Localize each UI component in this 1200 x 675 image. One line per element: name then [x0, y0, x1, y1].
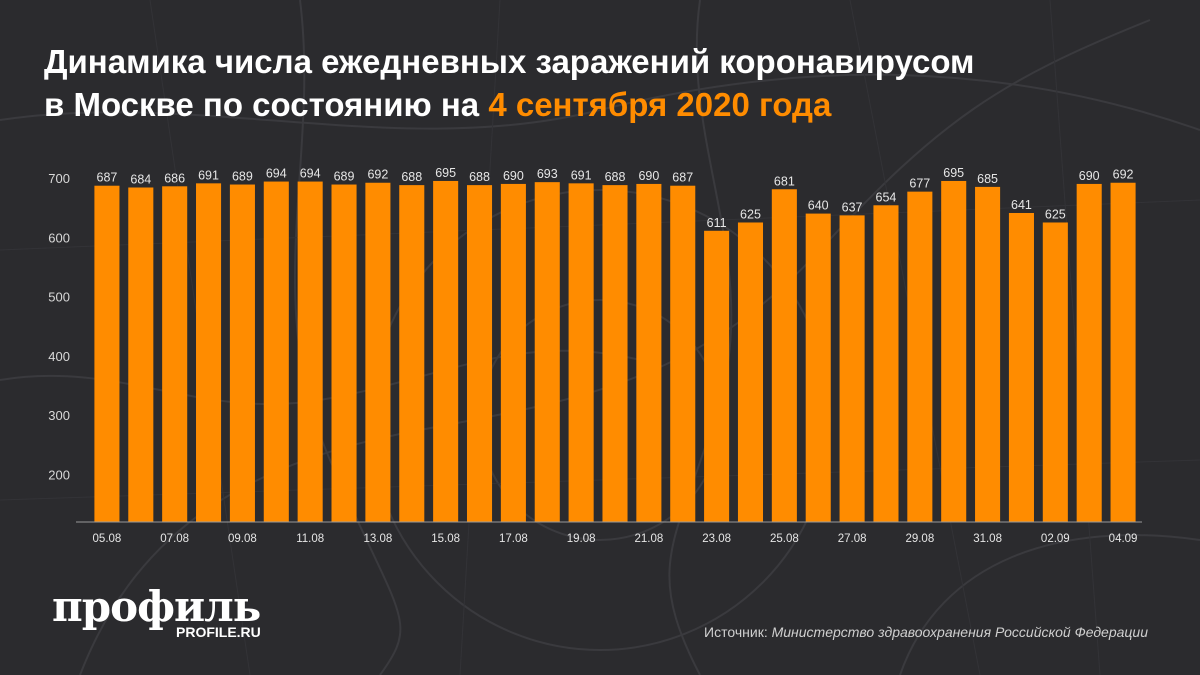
data-label-16.08: 688 [469, 170, 490, 184]
bar-02.09 [1042, 222, 1068, 522]
bar-08.08 [196, 183, 222, 522]
bar-25.08 [771, 189, 797, 522]
y-tick-label: 700 [48, 171, 70, 186]
data-label-28.08: 654 [876, 190, 897, 204]
data-label-03.09: 690 [1079, 169, 1100, 183]
data-label-23.08: 611 [707, 216, 727, 230]
bar-14.08 [399, 185, 425, 522]
source-prefix: Источник: [704, 624, 772, 640]
bar-24.08 [737, 222, 764, 522]
bar-12.08 [331, 184, 357, 522]
bar-09.08 [229, 184, 255, 522]
data-label-27.08: 637 [842, 200, 863, 214]
bar-21.08 [636, 183, 662, 522]
y-tick-label: 300 [48, 408, 70, 423]
bar-29.08 [907, 191, 933, 523]
profil-logo: профиль [52, 582, 261, 631]
chart-title: Динамика числа ежедневных заражений коро… [44, 40, 1164, 126]
title-line-2-text: в Москве по состоянию на [44, 86, 489, 123]
data-labels: 687 684 686 691 689 694 694 689 692 688 695 688 690 6… [97, 166, 1134, 230]
data-label-26.08: 640 [808, 199, 829, 213]
bar-16.08 [466, 185, 493, 522]
x-tick-label: 23.08 [702, 533, 731, 545]
data-label-13.08: 692 [367, 168, 388, 182]
bar-03.09 [1076, 183, 1102, 522]
data-label-29.08: 677 [909, 177, 930, 191]
data-label-24.08: 625 [740, 207, 761, 221]
bar-13.08 [365, 182, 391, 523]
x-tick-label: 02.09 [1041, 533, 1070, 545]
x-tick-label: 19.08 [567, 533, 596, 545]
data-label-20.08: 688 [605, 170, 626, 184]
x-tick-label: 15.08 [431, 533, 460, 545]
x-tick-label: 13.08 [364, 533, 393, 545]
x-tick-label: 04.09 [1109, 533, 1138, 545]
data-label-10.08: 694 [266, 167, 287, 181]
title-line-1: Динамика числа ежедневных заражений коро… [44, 43, 975, 80]
data-label-09.08: 689 [232, 170, 253, 184]
data-label-14.08: 688 [401, 170, 422, 184]
bar-18.08 [534, 182, 560, 522]
x-tick-label: 31.08 [973, 533, 1002, 545]
data-label-06.08: 684 [130, 172, 151, 186]
bar-06.08 [128, 187, 154, 522]
bar-04.09 [1110, 182, 1136, 523]
y-axis: 200 300 400 500 600 700 [48, 171, 70, 483]
x-tick-label: 21.08 [634, 533, 663, 545]
source-name: Министерство здравоохранения Российской … [771, 624, 1148, 640]
title-date-accent: 4 сентября 2020 года [488, 86, 832, 123]
x-tick-label: 17.08 [499, 533, 528, 545]
data-label-25.08: 681 [774, 174, 795, 188]
x-tick-label: 29.08 [905, 533, 934, 545]
bar-07.08 [162, 186, 188, 522]
x-tick-label: 09.08 [228, 533, 257, 545]
source-note: Источник: Министерство здравоохранения Р… [704, 624, 1148, 640]
bar-22.08 [670, 185, 696, 523]
bar-27.08 [839, 215, 865, 522]
x-tick-label: 11.08 [296, 533, 324, 545]
bar-19.08 [568, 183, 594, 522]
bar-10.08 [263, 181, 289, 522]
bar-17.08 [500, 183, 526, 522]
bar-26.08 [805, 213, 831, 522]
y-tick-label: 400 [48, 349, 70, 364]
y-tick-label: 200 [48, 468, 70, 483]
bars [94, 180, 1136, 523]
data-label-01.09: 641 [1011, 198, 1032, 212]
data-label-08.08: 691 [198, 168, 219, 182]
data-label-11.08: 694 [300, 167, 321, 181]
data-label-30.08: 695 [943, 166, 964, 180]
y-tick-label: 600 [48, 230, 70, 245]
title-line-2: в Москве по состоянию на 4 сентября 2020… [44, 83, 1164, 126]
logo-url: PROFILE.RU [176, 624, 261, 640]
bar-23.08 [704, 230, 730, 523]
data-label-21.08: 690 [638, 169, 659, 183]
bar-20.08 [602, 185, 628, 522]
bar-28.08 [873, 205, 899, 522]
data-label-31.08: 685 [977, 172, 998, 186]
x-tick-label: 27.08 [838, 533, 867, 545]
bar-01.09 [1008, 212, 1034, 522]
bar-31.08 [975, 186, 1001, 522]
data-label-15.08: 695 [435, 166, 456, 180]
data-label-02.09: 625 [1045, 207, 1066, 221]
x-tick-label: 05.08 [93, 533, 122, 545]
x-tick-label: 07.08 [160, 533, 189, 545]
bar-15.08 [433, 180, 459, 522]
data-label-17.08: 690 [503, 169, 524, 183]
bar-11.08 [297, 181, 323, 522]
x-axis: 05.08 07.08 09.08 11.08 13.08 15.08 17.08 19.08… [93, 533, 1138, 545]
data-label-04.09: 692 [1113, 168, 1134, 182]
data-label-22.08: 687 [672, 171, 693, 185]
data-label-12.08: 689 [334, 170, 355, 184]
bar-05.08 [94, 185, 120, 523]
data-label-07.08: 686 [164, 171, 185, 185]
y-tick-label: 500 [48, 290, 70, 305]
data-label-18.08: 693 [537, 167, 558, 181]
data-label-05.08: 687 [97, 171, 118, 185]
data-label-19.08: 691 [571, 168, 592, 182]
bar-30.08 [941, 180, 967, 522]
x-tick-label: 25.08 [770, 533, 799, 545]
